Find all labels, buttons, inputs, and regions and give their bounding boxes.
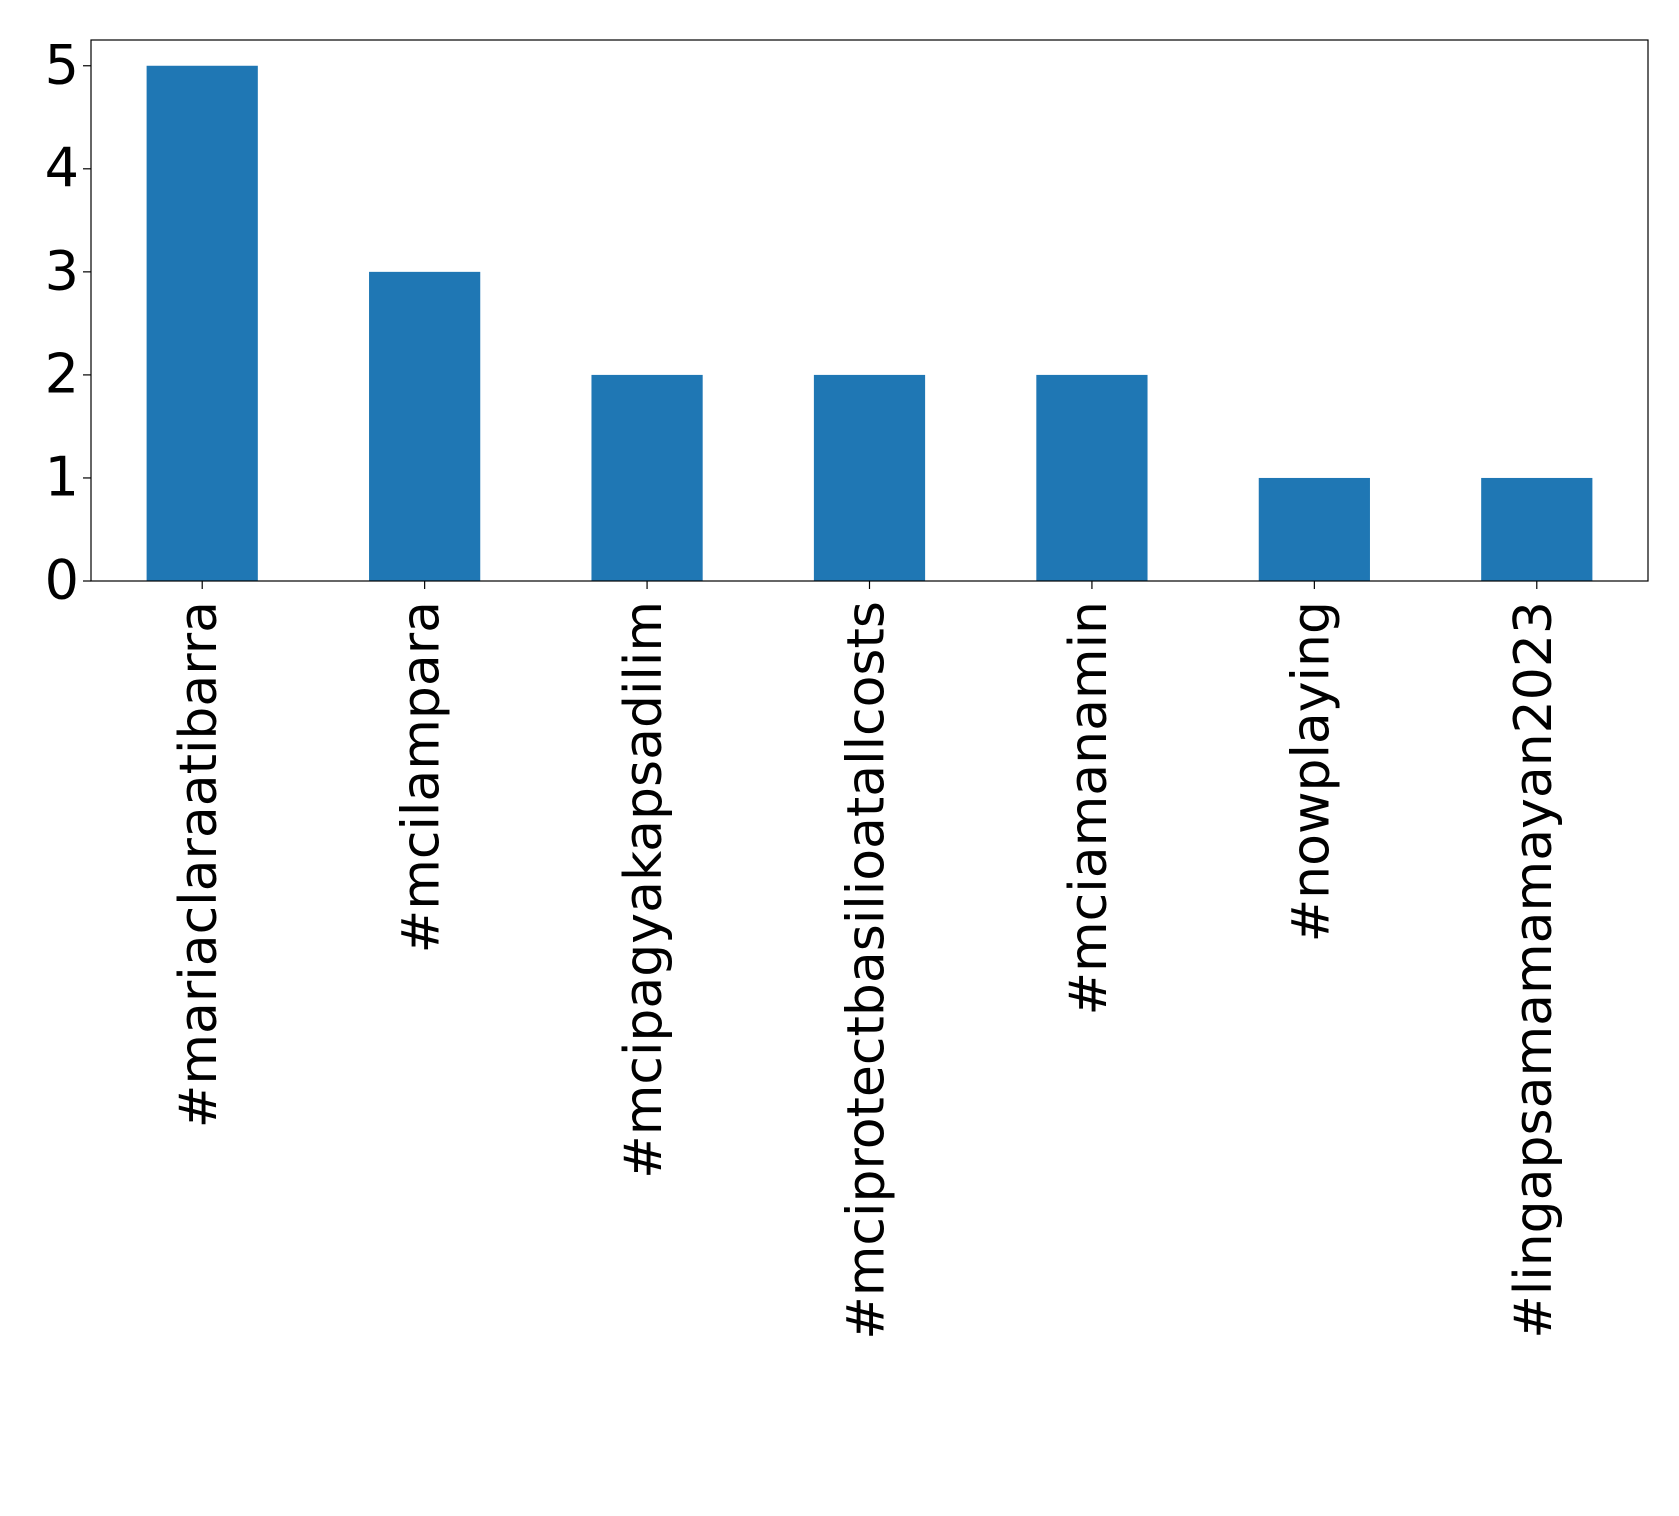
- bar: [369, 271, 481, 581]
- x-tick-label: #nowplaying: [1281, 601, 1341, 942]
- x-tick-label: #lingapsamamamayan2023: [1504, 601, 1564, 1339]
- plot-frame: [90, 39, 1649, 582]
- bar: [146, 65, 258, 581]
- y-tick-label: 4: [45, 136, 79, 199]
- x-tick-label: #mciprotectbasilioatallcosts: [837, 601, 897, 1340]
- x-tick-label: #mcipagyakapsadilim: [614, 601, 674, 1179]
- bar: [591, 374, 703, 581]
- x-tick-label: #mcilampara: [392, 601, 452, 953]
- y-tick-label: 5: [45, 33, 79, 96]
- bar: [1036, 374, 1148, 581]
- bar: [1258, 477, 1370, 581]
- bar: [813, 374, 926, 581]
- x-tick-label: #mciamanamin: [1059, 601, 1119, 1016]
- x-tick-label: #mariaclaraatibarra: [169, 601, 229, 1128]
- bar: [1481, 477, 1593, 581]
- y-tick-label: 1: [45, 446, 79, 509]
- y-tick-label: 0: [45, 549, 79, 612]
- y-tick-label: 2: [45, 343, 79, 406]
- y-tick-label: 3: [45, 239, 79, 302]
